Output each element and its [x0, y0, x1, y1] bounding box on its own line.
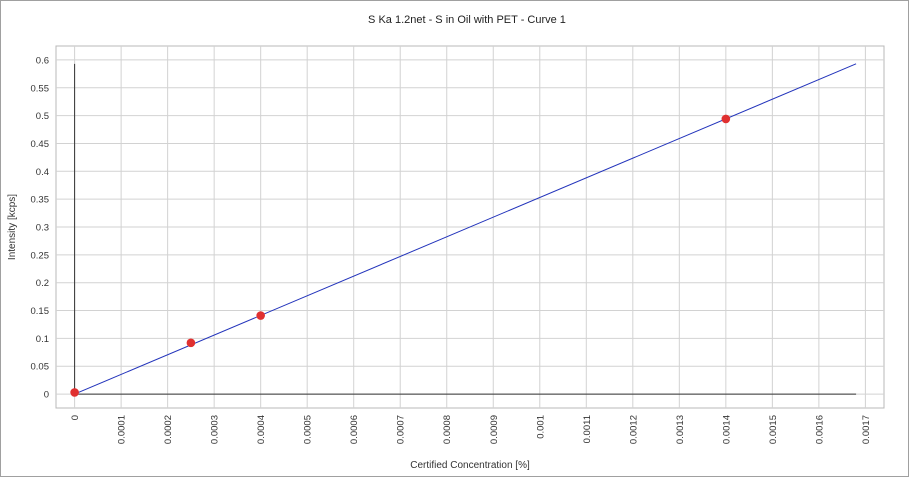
chart-title: S Ka 1.2net - S in Oil with PET - Curve …	[368, 14, 566, 26]
y-tick-labels: 0 0.05 0.1 0.15 0.2 0.25 0.3 0.35 0.4 0.45 0.5 0.55…	[31, 55, 50, 400]
x-tick-label: 0.0004	[256, 415, 267, 444]
y-tick-label: 0.25	[31, 250, 50, 261]
y-tick-label: 0.4	[36, 167, 49, 178]
data-point	[721, 114, 731, 124]
y-tick-label: 0.05	[31, 362, 50, 373]
x-tick-label: 0.0014	[721, 415, 732, 444]
y-tick-label: 0.2	[36, 278, 49, 289]
data-point	[186, 338, 196, 348]
x-tick-label: 0.0009	[489, 415, 500, 444]
x-tick-label: 0.0001	[117, 415, 128, 444]
x-tick-label: 0.0017	[861, 415, 872, 444]
y-axis-label: Intensity [kcps]	[7, 194, 18, 260]
x-tick-label: 0.0006	[349, 415, 360, 444]
x-tick-label: 0.0003	[210, 415, 221, 444]
data-point	[256, 311, 265, 320]
x-tick-label: 0.001	[535, 415, 546, 439]
y-tick-label: 0.45	[31, 139, 50, 150]
x-tick-label: 0	[70, 415, 81, 420]
x-tick-label: 0.0007	[396, 415, 407, 444]
y-tick-label: 0.3	[36, 223, 49, 234]
x-tick-labels: 0 0.0001 0.0002 0.0003 0.0004 0.0005 0.0006 0.0…	[70, 415, 872, 444]
axis-lines	[74, 63, 857, 395]
x-tick-label: 0.0016	[814, 415, 825, 444]
data-points	[70, 114, 731, 397]
x-tick-label: 0.0013	[675, 415, 686, 444]
x-tick-label: 0.0008	[442, 415, 453, 444]
data-point	[70, 388, 79, 397]
x-tick-label: 0.0011	[582, 415, 593, 443]
y-tick-label: 0.15	[31, 306, 50, 317]
y-tick-label: 0.5	[36, 111, 49, 122]
x-tick-label: 0.0002	[163, 415, 174, 444]
y-tick-label: 0.55	[31, 83, 50, 94]
x-axis-label: Certified Concentration [%]	[410, 460, 530, 471]
x-tick-label: 0.0005	[303, 415, 314, 444]
y-tick-label: 0.35	[31, 195, 50, 206]
x-tick-label: 0.0012	[628, 415, 639, 444]
x-tick-label: 0.0015	[768, 415, 779, 444]
y-tick-label: 0	[44, 390, 49, 401]
y-tick-label: 0.6	[36, 55, 49, 66]
y-tick-label: 0.1	[36, 334, 49, 345]
